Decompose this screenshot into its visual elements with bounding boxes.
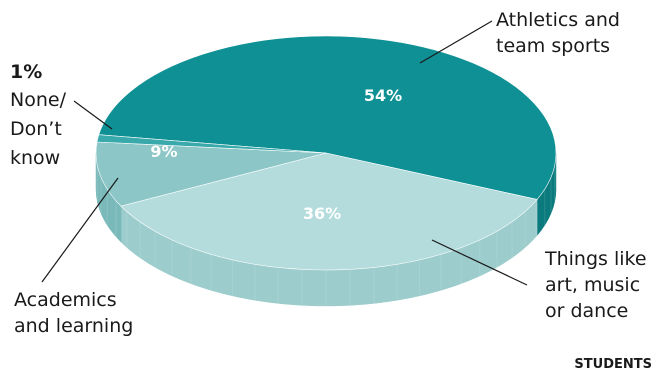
leader-line-0 <box>419 20 493 64</box>
chart-footer: STUDENTS <box>574 357 652 372</box>
slice-value-label-2: 9% <box>150 142 177 161</box>
slice-label-0: Athletics and team sports <box>496 9 620 57</box>
leader-line-2 <box>41 177 119 283</box>
slice-labels: 54% 36% 9% Athletics and team sports Things l… <box>10 9 647 337</box>
leader-line-3 <box>73 100 113 130</box>
slice-value-label-3: 1% <box>10 61 42 83</box>
slice-value-label-1: 36% <box>303 204 341 223</box>
slice-0 <box>98 35 557 200</box>
slice-3 <box>96 134 327 154</box>
slice-label-1: Things like art, music or dance <box>544 248 647 322</box>
slice-label-2: Academics and learning <box>14 289 133 337</box>
slice-2 <box>95 141 327 207</box>
slice-label-3: None/Don’t know <box>10 89 67 169</box>
leader-line-1 <box>431 239 528 286</box>
slice-value-label-0: 54% <box>364 86 402 105</box>
leader-lines <box>41 20 528 286</box>
